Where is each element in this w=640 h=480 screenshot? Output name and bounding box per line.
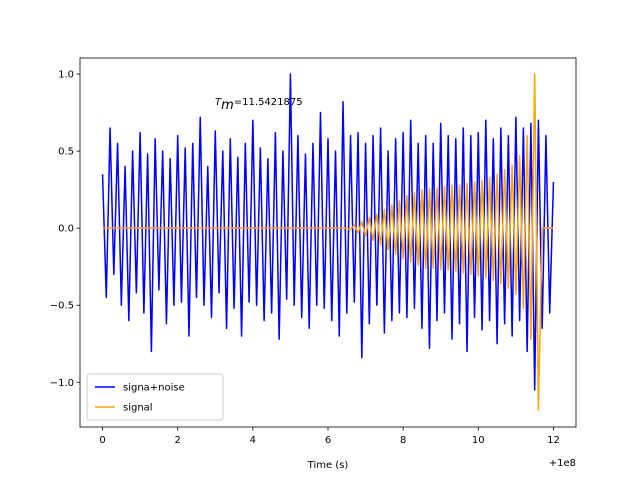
y-tick-label: 0.0 xyxy=(58,224,74,235)
legend-label: signa+noise xyxy=(123,383,185,394)
x-tick-label: 10 xyxy=(472,435,485,446)
x-tick-label: 8 xyxy=(400,435,406,446)
x-offset-label: +1e8 xyxy=(549,458,576,469)
x-tick-label: 6 xyxy=(325,435,331,446)
annotation: Tm=11.5421875 xyxy=(215,97,303,113)
x-tick-label: 2 xyxy=(175,435,181,446)
series-line xyxy=(101,73,555,391)
legend-label: signal xyxy=(123,403,153,414)
y-tick-label: 0.5 xyxy=(58,147,74,158)
annotation-subscript: m xyxy=(221,98,234,113)
x-axis-label: Time (s) xyxy=(307,460,349,471)
x-tick-label: 4 xyxy=(250,435,256,446)
series-line xyxy=(102,73,554,411)
y-tick-label: −0.5 xyxy=(50,301,74,312)
x-tick-label: 12 xyxy=(547,435,560,446)
y-tick-label: −1.0 xyxy=(50,378,74,389)
legend-box xyxy=(86,373,224,421)
y-tick-label: 1.0 xyxy=(58,70,74,81)
annotation-symbol: T xyxy=(215,97,222,108)
x-tick-label: 0 xyxy=(99,435,105,446)
annotation-text: =11.5421875 xyxy=(234,97,303,108)
